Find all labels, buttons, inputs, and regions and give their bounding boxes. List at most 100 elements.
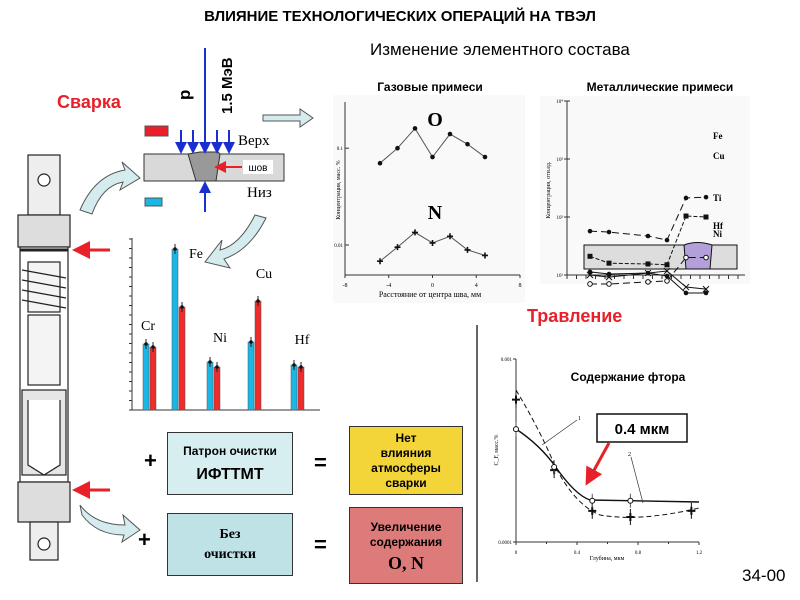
bar-Fe-Низ — [178, 306, 186, 411]
annotation-box — [596, 413, 688, 443]
data-point — [645, 279, 651, 285]
series-label: Ti — [713, 193, 722, 203]
series-line-Ti — [590, 257, 706, 285]
category-label: Cu — [256, 267, 272, 282]
box-line: содержания — [369, 535, 443, 549]
data-point — [645, 261, 651, 267]
data-point — [606, 271, 612, 277]
top-color-legend — [144, 125, 169, 137]
annotation-arrow — [585, 442, 611, 486]
box-line: Без — [219, 526, 241, 542]
bar-point — [299, 365, 303, 369]
data-point — [683, 254, 689, 261]
x-axis-label: Расстояние от центра шва, мм — [379, 290, 481, 299]
data-point — [412, 126, 418, 131]
y-tick-label: 10³ — [557, 157, 564, 163]
data-point — [645, 270, 651, 276]
category-label: Fe — [189, 247, 203, 262]
slide-title: ВЛИЯНИЕ ТЕХНОЛОГИЧЕСКИХ ОПЕРАЦИЙ НА ТВЭЛ — [204, 8, 596, 25]
data-point — [465, 141, 470, 147]
fuel-rod-drawing — [17, 154, 71, 561]
bar-point — [180, 305, 184, 309]
data-point — [447, 233, 453, 240]
x-tick-label: -8 — [343, 283, 348, 289]
data-point — [687, 506, 696, 515]
bar-point — [208, 360, 212, 364]
data-point — [606, 229, 612, 235]
x-tick-label: 4 — [475, 283, 478, 289]
x-tick-label: 0 — [515, 551, 518, 556]
data-point — [587, 269, 593, 275]
data-point — [664, 273, 670, 279]
category-label: Ni — [213, 331, 227, 346]
data-point — [703, 254, 709, 261]
equals-sign: = — [314, 532, 327, 557]
y-tick-label: 10¹ — [557, 273, 564, 279]
plus-sign: + — [144, 448, 157, 473]
bar-point — [256, 299, 260, 303]
box-line: сварки — [385, 475, 427, 490]
x-tick-label: 0.8 — [635, 551, 642, 556]
bar-Ni-Низ — [213, 366, 221, 411]
no-cleaning-box: Без очистки — [167, 513, 293, 576]
bar-point — [144, 342, 148, 346]
bar-chart: Cr Fe Ni Cu Hf — [129, 238, 320, 411]
y-tick-label: 10² — [557, 215, 564, 221]
data-point — [664, 278, 670, 284]
chart-title: Газовые примеси — [377, 80, 483, 94]
data-point — [587, 228, 593, 234]
series-label: Fe — [713, 131, 723, 141]
bar-Cu-Верх — [247, 341, 255, 411]
slide-number: 34-00 — [742, 566, 786, 585]
bottom-color-legend — [144, 197, 163, 207]
data-point — [683, 290, 689, 296]
data-point — [702, 285, 710, 293]
equals-sign: = — [314, 450, 327, 475]
seam-label: шов — [249, 163, 268, 174]
bar-point — [173, 247, 177, 251]
bar-point — [249, 340, 253, 344]
y-axis-label: Концентрация, масс. % — [336, 160, 342, 219]
curved-arrow-icon — [79, 161, 141, 215]
curved-arrow-icon — [79, 504, 141, 544]
bar-point — [292, 363, 296, 367]
data-point — [464, 246, 471, 253]
gas-impurities-chart: Газовые примеси -8 -4 0 4 8 0.1 0.01 Расстояние … — [333, 80, 525, 303]
x-tick-label: -4 — [386, 283, 391, 289]
bar-Cr-Верх — [142, 343, 150, 411]
box-line: O, N — [388, 553, 424, 573]
data-point — [587, 253, 593, 259]
box-line: очистки — [204, 546, 256, 562]
series-label: N — [428, 202, 443, 224]
x-axis-label: Глубина, мкм — [590, 555, 625, 562]
series-label: 2 — [628, 452, 631, 458]
series-line-Hf — [589, 270, 707, 290]
data-point — [513, 426, 519, 433]
data-point — [683, 195, 689, 201]
box-line: Патрон очистки — [183, 443, 277, 458]
chart-title: Металлические примеси — [587, 80, 734, 94]
series-line-Ni — [589, 271, 706, 294]
data-point — [429, 239, 436, 246]
series-label: Cu — [713, 151, 725, 161]
weld-seam — [683, 242, 713, 270]
series-label: Hf — [713, 221, 724, 231]
y-tick-label: 0.1 — [337, 147, 344, 152]
data-point — [587, 281, 593, 287]
data-point — [395, 145, 400, 151]
series-label: Ni — [713, 229, 722, 239]
box-line: атмосферы — [371, 460, 441, 475]
plus-sign: + — [138, 527, 151, 552]
welding-heading: Сварка — [57, 92, 121, 112]
data-point — [663, 267, 671, 275]
data-point — [606, 281, 612, 287]
y-tick-label: 0.0001 — [498, 541, 512, 546]
bar-Fe-Верх — [171, 248, 179, 411]
data-point — [412, 229, 418, 236]
data-point — [551, 463, 558, 470]
series-label: O — [427, 109, 443, 131]
beam-particle-label: p — [175, 90, 194, 100]
increase-result-box: Увеличение содержания O, N — [349, 507, 463, 584]
y-axis-label: Концентрация, отн.ед. — [546, 161, 552, 218]
data-point — [430, 154, 435, 160]
